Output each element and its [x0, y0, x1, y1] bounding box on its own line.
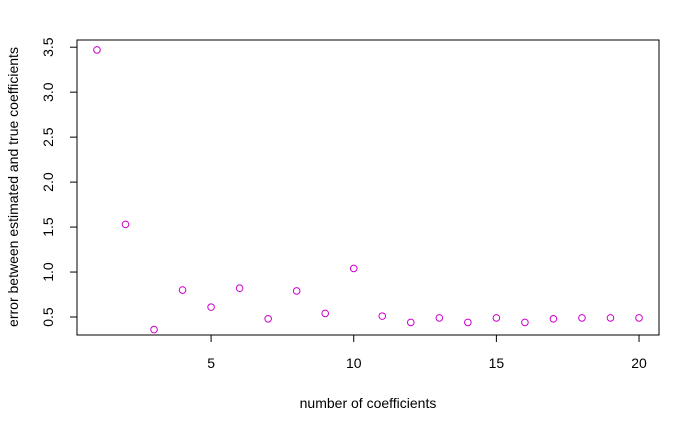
y-tick-label: 1.5 — [40, 217, 56, 237]
x-axis: 5 10 15 20 — [207, 334, 647, 371]
data-point — [635, 314, 643, 322]
data-point — [549, 315, 558, 323]
data-point — [178, 286, 187, 294]
y-tick-label: 1.0 — [40, 262, 56, 282]
data-point — [349, 264, 358, 273]
data-point — [606, 314, 615, 322]
data-point — [207, 303, 215, 311]
y-tick-label: 2.0 — [40, 172, 56, 192]
data-point — [264, 315, 272, 323]
data-points — [93, 46, 643, 334]
plot-frame — [76, 39, 660, 336]
x-tick-label: 20 — [631, 355, 647, 371]
data-point — [321, 309, 330, 318]
data-point — [121, 220, 130, 229]
y-tick-label: 3.5 — [40, 37, 56, 57]
x-tick-label: 15 — [489, 355, 505, 371]
data-point — [292, 287, 301, 295]
y-tick-label: 3.0 — [40, 82, 56, 102]
y-tick-label: 2.5 — [40, 127, 56, 147]
data-point — [150, 325, 158, 334]
data-point — [378, 312, 387, 320]
y-axis-title: error between estimated and true coeffic… — [5, 47, 21, 327]
data-point — [578, 314, 586, 322]
y-axis: 0.5 1.0 1.5 2.0 2.5 3.0 3.5 — [40, 37, 78, 327]
x-axis-title: number of coefficients — [300, 395, 437, 411]
data-point — [492, 314, 501, 322]
y-tick-label: 0.5 — [40, 307, 56, 327]
data-point — [464, 318, 472, 327]
data-point — [235, 284, 244, 293]
x-tick-label: 5 — [207, 355, 215, 371]
data-point — [521, 318, 529, 327]
data-point — [406, 318, 415, 327]
data-point — [435, 314, 444, 322]
x-tick-label: 10 — [346, 355, 362, 371]
data-point — [93, 46, 101, 54]
